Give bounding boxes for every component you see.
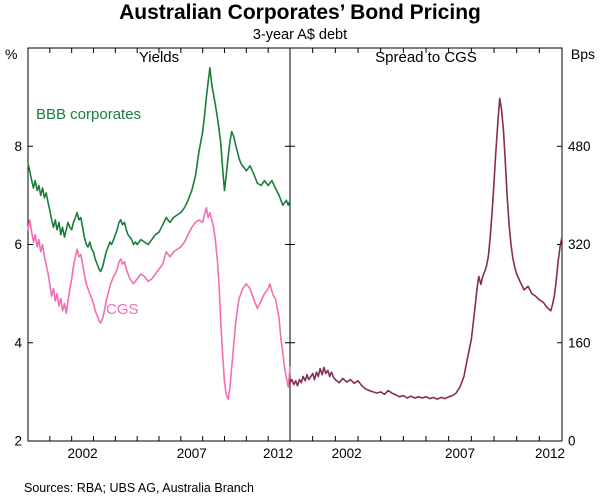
- series-line-cgs: [27, 206, 291, 401]
- x-axis-year-label: 2002: [332, 446, 362, 461]
- x-axis-year-label: 2007: [445, 446, 475, 461]
- left-y-tick-label: 4: [14, 335, 22, 350]
- series-label-cgs: CGS: [106, 301, 139, 318]
- chart-title: Australian Corporates’ Bond Pricing: [119, 1, 481, 24]
- panel-title-spread-to-cgs: Spread to CGS: [375, 49, 477, 66]
- chart-subtitle: 3-year A$ debt: [252, 27, 348, 43]
- right-y-tick-label: 320: [568, 237, 591, 252]
- right-y-tick-label: 480: [568, 139, 591, 154]
- left-axis-unit-label: %: [5, 46, 18, 62]
- left-y-tick-label: 6: [14, 237, 22, 252]
- right-y-tick-label: 0: [568, 434, 576, 449]
- series-line-bbb-corporates: [27, 66, 291, 273]
- x-axis-year-label: 2002: [68, 446, 98, 461]
- sources-note: Sources: RBA; UBS AG, Australia Branch: [24, 481, 254, 495]
- x-axis-year-label: 2012: [535, 446, 565, 461]
- right-y-tick-label: 160: [568, 335, 591, 350]
- x-axis-year-label: 2012: [263, 446, 293, 461]
- left-y-tick-label: 2: [14, 434, 22, 449]
- panel-title-yields: Yields: [138, 49, 180, 66]
- series-label-bbb-corporates: BBB corporates: [36, 106, 142, 123]
- series-line-spread-to-cgs: [289, 97, 563, 401]
- x-axis-year-label: 2007: [177, 446, 207, 461]
- left-y-tick-label: 8: [14, 139, 22, 154]
- right-axis-unit-label: Bps: [570, 46, 595, 62]
